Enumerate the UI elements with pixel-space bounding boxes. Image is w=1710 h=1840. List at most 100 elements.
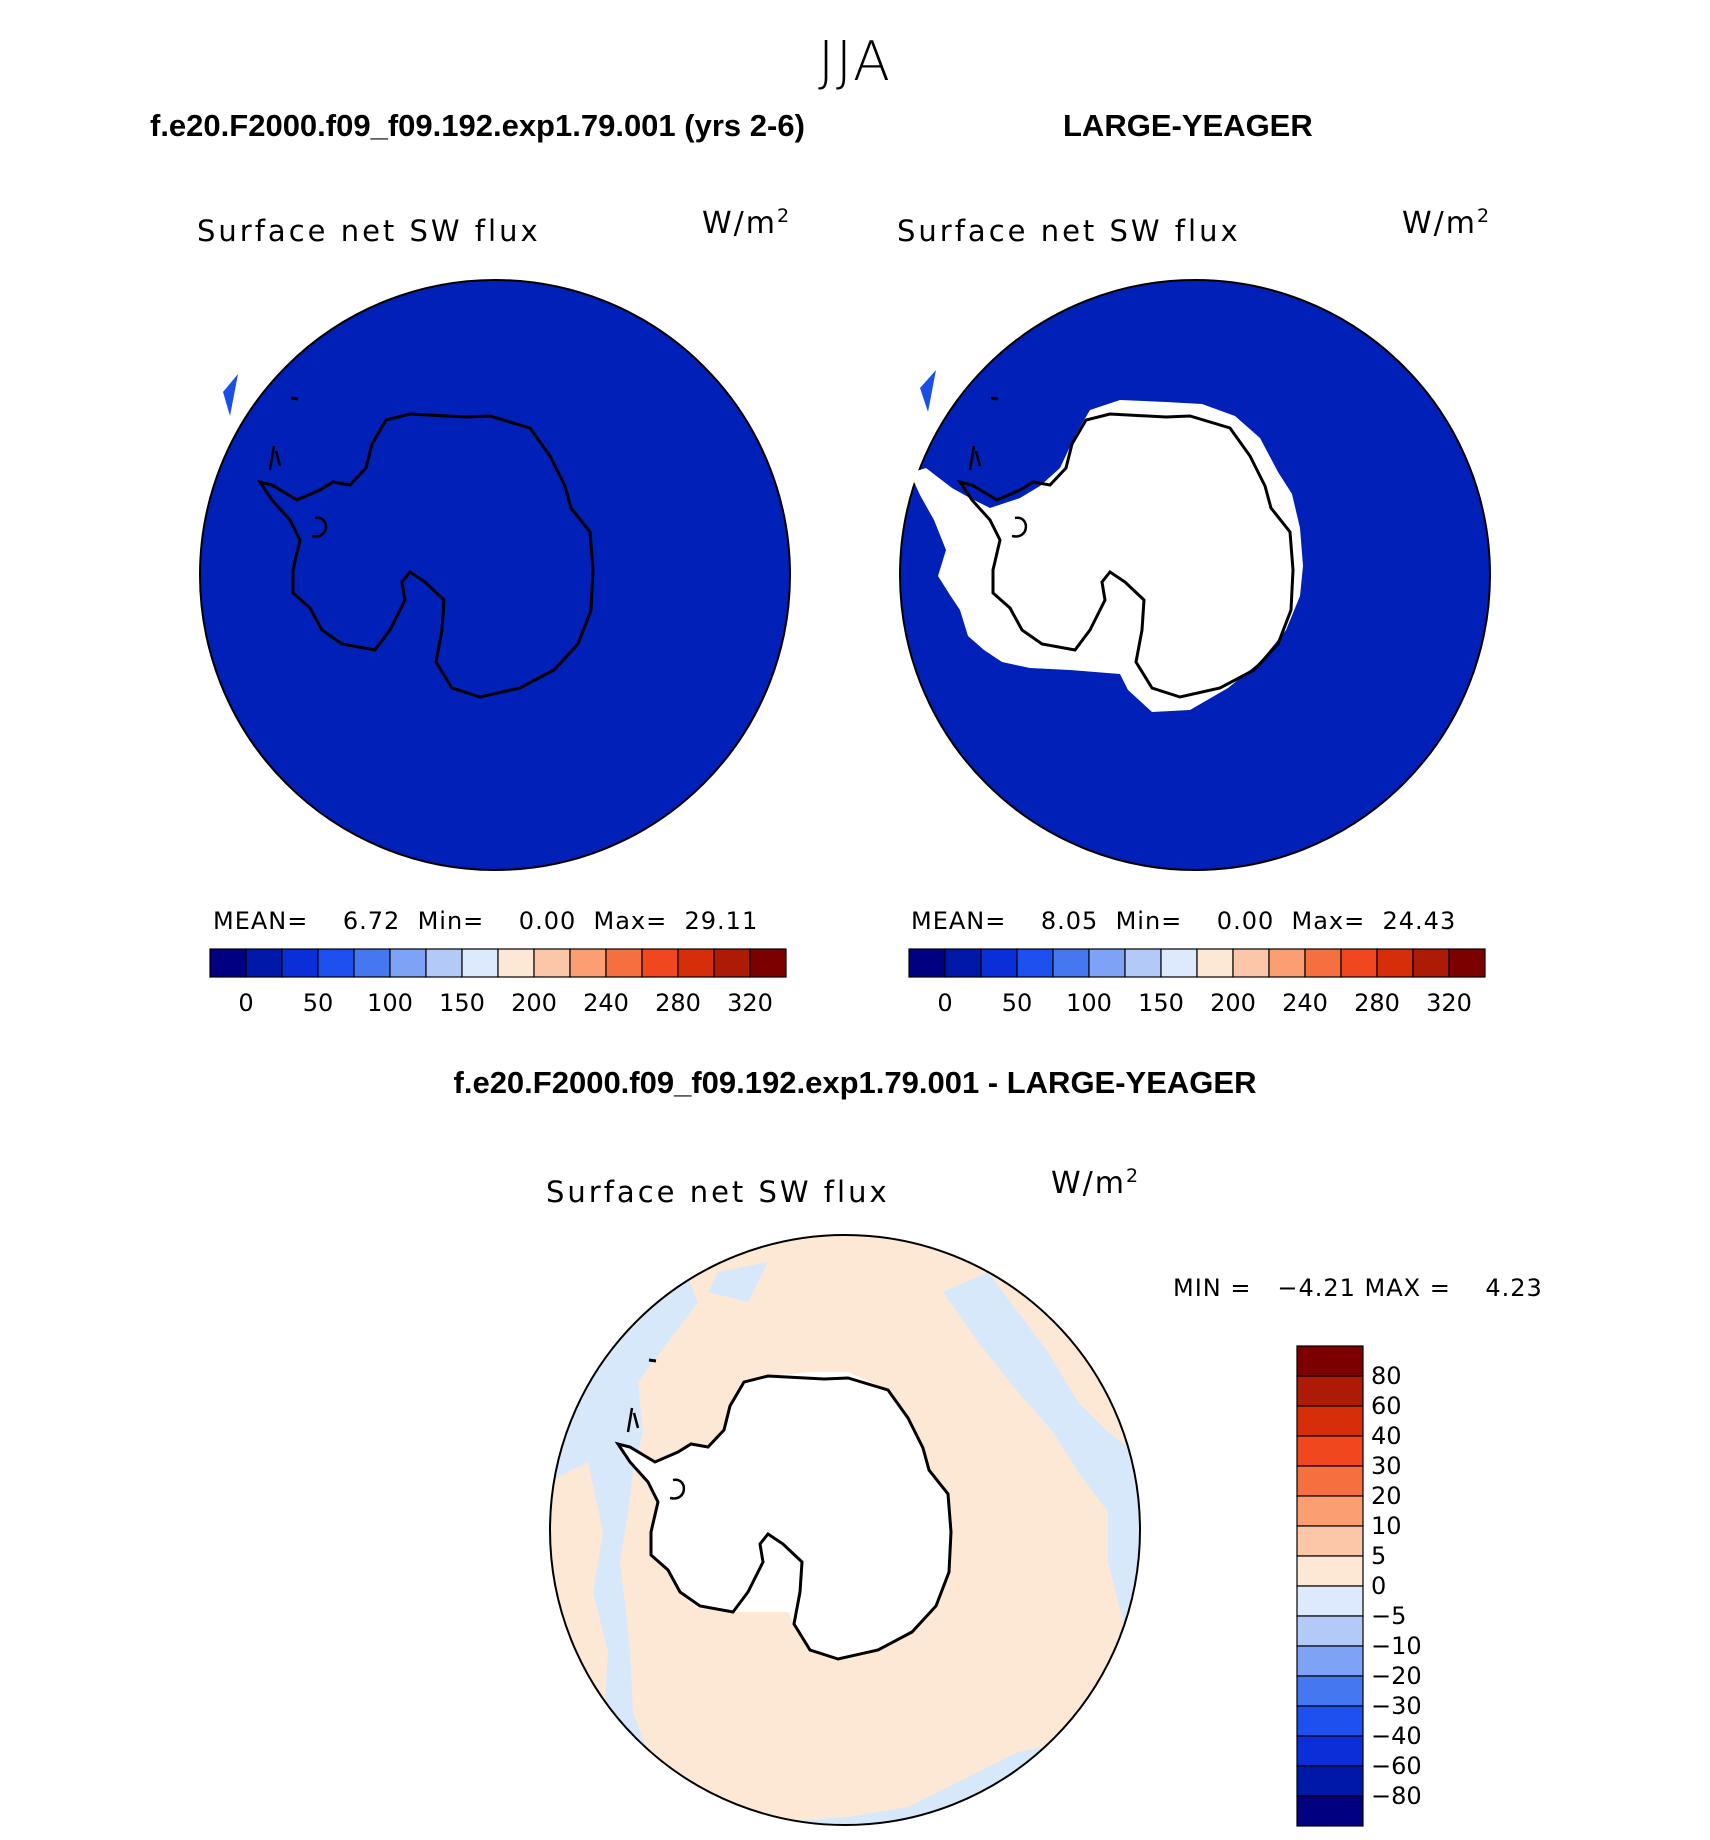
colorbar-tick-label: 30 <box>1371 1452 1402 1480</box>
colorbar-swatch <box>1296 1405 1364 1437</box>
colorbar-tick-label: 200 <box>511 989 557 1017</box>
difference-map <box>549 1234 1141 1826</box>
colorbar-swatch <box>908 948 946 978</box>
colorbar-tick-label: −5 <box>1371 1602 1406 1630</box>
colorbar-swatch <box>1088 948 1126 978</box>
antarctica-coastline <box>956 412 1295 699</box>
colorbar-swatch <box>389 948 427 978</box>
colorbar-swatch <box>569 948 607 978</box>
colorbar-tick-label: 100 <box>1066 989 1112 1017</box>
colorbar-tick-label: 10 <box>1371 1512 1402 1540</box>
colorbar-swatch <box>1304 948 1342 978</box>
colorbar-tick-label: 320 <box>1426 989 1472 1017</box>
colorbar-swatch <box>1412 948 1450 978</box>
colorbar-tick-label: 60 <box>1371 1392 1402 1420</box>
colorbar-tick-label: −40 <box>1371 1722 1422 1750</box>
obs-shading-patch <box>920 370 936 412</box>
colorbar-swatch <box>1232 948 1270 978</box>
colorbar-swatch <box>1296 1765 1364 1797</box>
obs-colorbar: 0 50 100 150 200 240 280 320 <box>908 948 1486 1017</box>
colorbar-tick-label: −30 <box>1371 1692 1422 1720</box>
colorbar-tick-label: 280 <box>1354 989 1400 1017</box>
colorbar-swatch <box>1296 1555 1364 1587</box>
colorbar-swatch <box>245 948 283 978</box>
colorbar-swatch <box>1268 948 1306 978</box>
antarctica-coastline <box>256 412 595 699</box>
colorbar-swatch <box>209 948 247 978</box>
colorbar-swatch <box>1296 1435 1364 1467</box>
model-colorbar: 0 50 100 150 200 240 280 320 <box>209 948 787 1017</box>
colorbar-tick-label: 50 <box>303 989 334 1017</box>
colorbar-tick-label: 150 <box>1138 989 1184 1017</box>
difference-negative-patch <box>708 1262 768 1302</box>
colorbar-swatch <box>1296 1675 1364 1707</box>
difference-negative-patch <box>943 1272 1140 1532</box>
colorbar-tick-label: −60 <box>1371 1752 1422 1780</box>
colorbar-swatch <box>1296 1585 1364 1617</box>
colorbar-swatch <box>353 948 391 978</box>
colorbar-tick-label: 80 <box>1371 1362 1402 1390</box>
model-shading-patch <box>223 374 238 416</box>
left-case-title: f.e20.F2000.f09_f09.192.exp1.79.001 (yrs… <box>150 108 805 143</box>
colorbar-swatch <box>425 948 463 978</box>
colorbar-swatch <box>1296 1645 1364 1677</box>
colorbar-swatch <box>533 948 571 978</box>
obs-map <box>899 279 1491 871</box>
colorbar-swatch <box>1296 1615 1364 1647</box>
colorbar-swatch <box>1340 948 1378 978</box>
colorbar-swatch <box>1296 1735 1364 1767</box>
model-units: W/m2 <box>702 205 790 241</box>
colorbar-swatch <box>944 948 982 978</box>
colorbar-tick-label: 240 <box>583 989 629 1017</box>
colorbar-swatch <box>641 948 679 978</box>
colorbar-swatch <box>281 948 319 978</box>
colorbar-swatch <box>1016 948 1054 978</box>
colorbar-swatch <box>1376 948 1414 978</box>
colorbar-tick-label: −10 <box>1371 1632 1422 1660</box>
colorbar-tick-label: −20 <box>1371 1662 1422 1690</box>
figure-title: JJA <box>818 30 892 93</box>
colorbar-tick-label: 0 <box>238 989 253 1017</box>
obs-stats: MEAN= 8.05 Min= 0.00 Max= 24.43 <box>911 907 1457 935</box>
model-map <box>199 279 791 871</box>
colorbar-tick-label: 0 <box>937 989 952 1017</box>
colorbar-tick-label: 150 <box>439 989 485 1017</box>
colorbar-swatch <box>1196 948 1234 978</box>
difference-map-border <box>549 1234 1141 1826</box>
colorbar-swatch <box>461 948 499 978</box>
right-case-title: LARGE-YEAGER <box>1063 108 1313 143</box>
colorbar-swatch <box>677 948 715 978</box>
colorbar-swatch <box>497 948 535 978</box>
difference-plot-label: Surface net SW flux <box>546 1175 890 1209</box>
colorbar-swatch <box>1448 948 1486 978</box>
model-ocean-fill <box>199 279 791 871</box>
colorbar-tick-label: 40 <box>1371 1422 1402 1450</box>
colorbar-tick-label: 280 <box>655 989 701 1017</box>
colorbar-swatch <box>1296 1525 1364 1557</box>
model-stats: MEAN= 6.72 Min= 0.00 Max= 29.11 <box>213 907 759 935</box>
colorbar-swatch <box>1296 1495 1364 1527</box>
difference-units: W/m2 <box>1051 1165 1139 1201</box>
colorbar-swatch <box>980 948 1018 978</box>
colorbar-tick-label: 100 <box>367 989 413 1017</box>
colorbar-swatch <box>1160 948 1198 978</box>
colorbar-swatch <box>605 948 643 978</box>
colorbar-tick-label: 5 <box>1371 1542 1386 1570</box>
difference-missing-region <box>618 1372 951 1659</box>
colorbar-tick-label: 320 <box>727 989 773 1017</box>
colorbar-tick-label: 200 <box>1210 989 1256 1017</box>
difference-stats: MIN = −4.21 MAX = 4.23 <box>1173 1274 1543 1302</box>
colorbar-swatch <box>1052 948 1090 978</box>
model-plot-label: Surface net SW flux <box>197 214 541 248</box>
colorbar-swatch <box>713 948 751 978</box>
colorbar-tick-label: 50 <box>1002 989 1033 1017</box>
colorbar-swatch <box>1296 1705 1364 1737</box>
colorbar-tick-label: −80 <box>1371 1782 1422 1810</box>
colorbar-swatch <box>317 948 355 978</box>
difference-title: f.e20.F2000.f09_f09.192.exp1.79.001 - LA… <box>453 1065 1257 1100</box>
colorbar-swatch <box>1296 1465 1364 1497</box>
colorbar-tick-label: 240 <box>1282 989 1328 1017</box>
obs-missing-region <box>910 400 1303 712</box>
colorbar-swatch <box>749 948 787 978</box>
